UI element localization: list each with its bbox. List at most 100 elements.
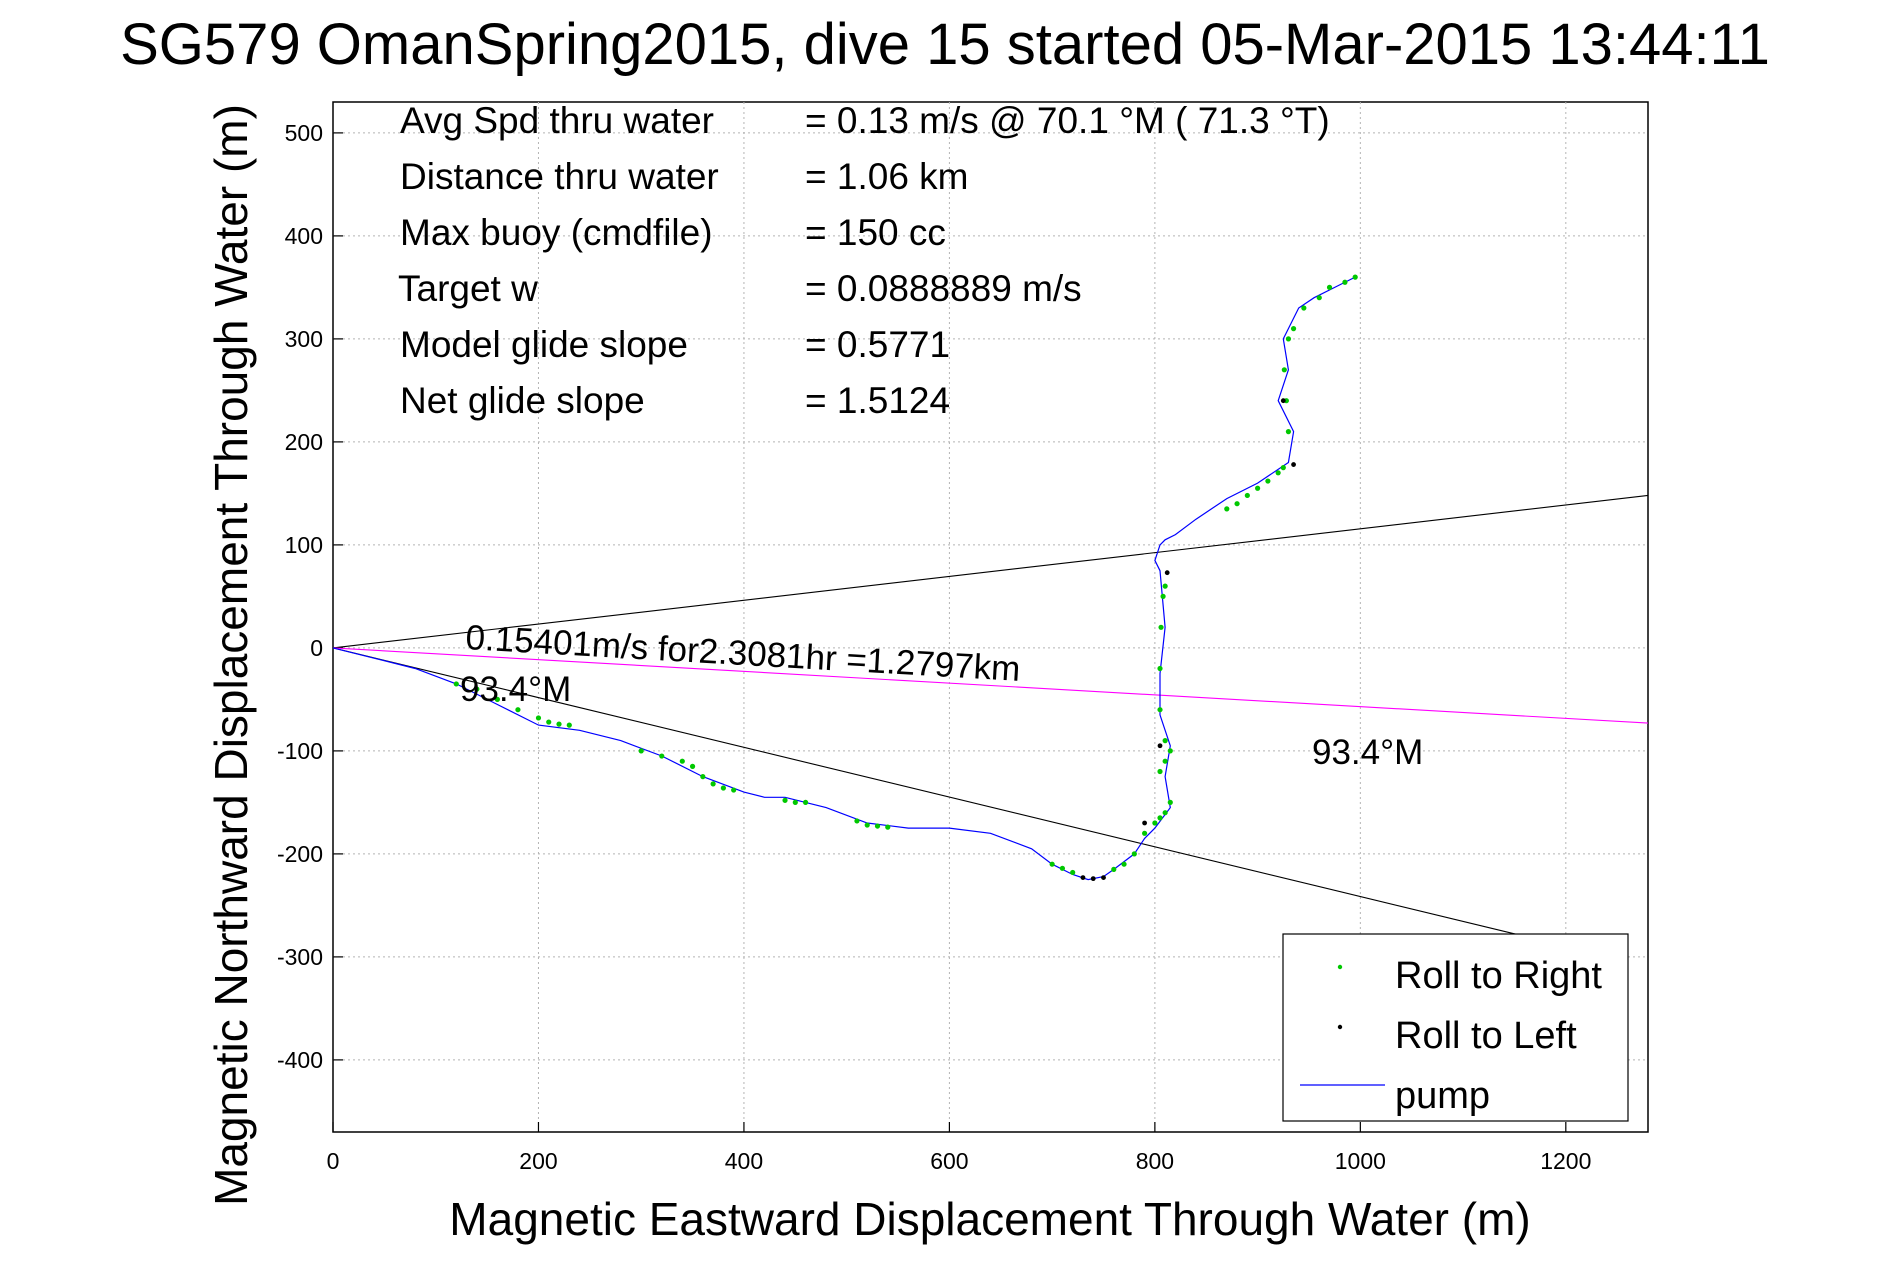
heading-label-right: 93.4°M <box>1312 733 1423 772</box>
point-roll-left <box>1090 876 1096 882</box>
legend-marker-roll-right <box>1337 964 1343 970</box>
point-roll-right <box>1326 284 1333 290</box>
point-roll-right <box>638 748 644 754</box>
x-tick-label: 1200 <box>1540 1148 1591 1174</box>
point-roll-right <box>453 681 459 687</box>
point-roll-right <box>710 781 716 787</box>
point-roll-right <box>546 719 552 725</box>
y-tick-label: 0 <box>310 635 323 661</box>
point-roll-right <box>1280 465 1286 471</box>
point-roll-right <box>1162 810 1168 816</box>
point-roll-right <box>1281 367 1287 373</box>
point-roll-right <box>1111 866 1117 872</box>
y-tick-label: 200 <box>285 429 323 455</box>
point-roll-right <box>1290 326 1297 332</box>
y-axis-ticks: 500 400 300 200 100 0 -100 -200 -300 -400 <box>277 120 343 1073</box>
point-roll-right <box>1224 506 1230 512</box>
point-roll-right <box>1157 768 1163 775</box>
point-roll-right <box>1285 429 1292 435</box>
point-roll-right <box>1342 279 1348 285</box>
point-roll-right <box>700 774 706 780</box>
point-roll-right <box>1157 665 1163 672</box>
point-roll-right <box>720 785 726 791</box>
point-roll-right <box>1162 738 1168 744</box>
legend-marker-roll-left <box>1337 1024 1343 1030</box>
point-roll-right <box>782 797 788 803</box>
point-roll-right <box>494 696 500 703</box>
point-roll-left <box>1280 398 1286 404</box>
x-axis-label: Magnetic Eastward Displacement Through W… <box>449 1193 1530 1245</box>
y-tick-label: -200 <box>277 841 323 867</box>
point-roll-right <box>1157 707 1163 713</box>
y-tick-label: -100 <box>277 738 323 764</box>
point-roll-left <box>1164 570 1170 576</box>
point-roll-right <box>659 753 665 759</box>
heading-label-left: 93.4°M <box>460 670 571 709</box>
legend-label-roll-right: Roll to Right <box>1395 955 1602 997</box>
point-roll-right <box>1167 748 1173 754</box>
point-roll-right <box>535 715 542 721</box>
point-roll-right <box>854 818 860 824</box>
point-roll-right <box>1301 305 1307 311</box>
series-layer <box>332 274 1358 882</box>
point-roll-right <box>864 822 870 828</box>
point-roll-right <box>1275 470 1281 476</box>
point-roll-right <box>1121 861 1127 867</box>
point-roll-right <box>731 787 737 793</box>
x-tick-label: 200 <box>519 1148 557 1174</box>
point-roll-right <box>1255 485 1261 491</box>
info-value: = 150 cc <box>805 212 946 253</box>
point-roll-right <box>1167 799 1173 806</box>
info-value: = 0.13 m/s @ 70.1 °M ( 71.3 °T) <box>805 100 1330 141</box>
point-roll-right <box>792 799 798 806</box>
point-roll-right <box>802 799 809 806</box>
point-roll-right <box>874 823 881 829</box>
info-label: Model glide slope <box>400 324 688 365</box>
point-roll-right <box>474 686 480 692</box>
x-tick-label: 800 <box>1136 1148 1174 1174</box>
point-roll-right <box>1049 861 1055 867</box>
y-tick-label: -400 <box>277 1047 323 1073</box>
x-tick-label: 0 <box>327 1148 340 1174</box>
point-roll-left <box>1080 875 1086 880</box>
point-roll-right <box>1160 593 1166 600</box>
x-axis-ticks: 0 200 400 600 800 1000 1200 <box>327 1122 1591 1174</box>
point-roll-left <box>1157 743 1163 749</box>
point-roll-right <box>1152 820 1158 826</box>
reference-line-current <box>332 647 1649 724</box>
point-roll-right <box>1265 478 1271 484</box>
info-block: Avg Spd thru water = 0.13 m/s @ 70.1 °M (… <box>398 100 1330 421</box>
point-roll-right <box>689 763 696 769</box>
x-tick-label: 1000 <box>1335 1148 1386 1174</box>
x-tick-label: 400 <box>725 1148 763 1174</box>
y-tick-label: 500 <box>285 120 323 146</box>
point-roll-left <box>1142 820 1148 826</box>
point-roll-right <box>515 707 521 713</box>
reference-lines <box>332 494 1649 937</box>
point-roll-right <box>1059 865 1066 871</box>
point-roll-right <box>885 824 891 830</box>
point-roll-right <box>1316 295 1322 301</box>
point-roll-right <box>1244 492 1250 499</box>
plot-area: 0 200 400 600 800 1000 1200 500 400 300 200 1000 -1… <box>277 100 1649 1174</box>
reference-line-upper-bound <box>332 494 1649 649</box>
info-value: = 0.0888889 m/s <box>805 268 1082 309</box>
legend-label-roll-left: Roll to Left <box>1395 1015 1577 1057</box>
y-axis-label: Magnetic Northward Displacement Through … <box>205 104 257 1206</box>
point-roll-right <box>679 758 685 764</box>
info-value: = 1.5124 <box>805 380 950 421</box>
x-tick-label: 600 <box>930 1148 968 1174</box>
chart-title: SG579 OmanSpring2015, dive 15 started 05… <box>120 12 1770 77</box>
point-roll-right <box>1162 583 1168 589</box>
y-tick-label: 300 <box>285 326 323 352</box>
point-roll-right <box>556 721 562 727</box>
info-label: Target w <box>398 268 538 309</box>
point-roll-left <box>1101 875 1106 880</box>
point-roll-right <box>1142 830 1148 836</box>
info-value: = 0.5771 <box>805 324 950 365</box>
info-label: Avg Spd thru water <box>400 100 714 141</box>
point-roll-right <box>1234 501 1240 507</box>
info-label: Distance thru water <box>400 156 719 197</box>
info-value: = 1.06 km <box>805 156 969 197</box>
